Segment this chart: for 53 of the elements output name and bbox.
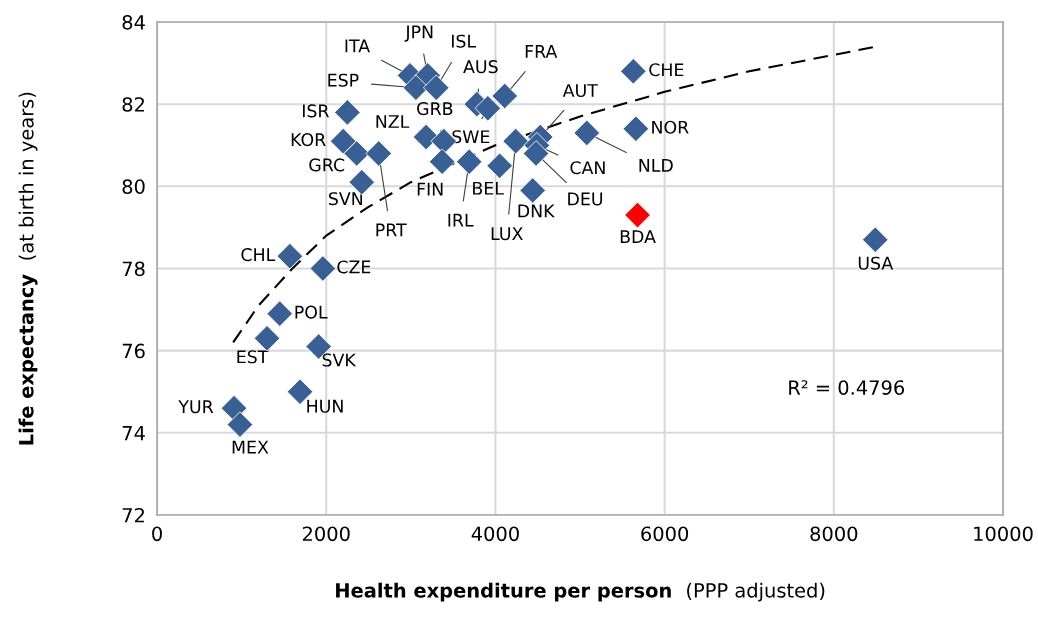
annotation: SVK (322, 353, 357, 367)
annotation: BEL (473, 181, 504, 195)
annotation: SWE (452, 130, 490, 144)
x-tick-label: 2000 (302, 526, 350, 542)
y-tick-label: 78 (122, 261, 145, 277)
annotation: JPN (404, 25, 433, 42)
point (862, 226, 889, 253)
annotation: POL (295, 305, 328, 319)
y-axis-title: Life expectancy (at birth in years) (18, 92, 38, 445)
annotation: PRT (376, 223, 407, 237)
annotation: KOR (291, 133, 326, 147)
annotation: EST (237, 350, 269, 364)
annotation: FIN (417, 182, 443, 196)
annotation: GRB (417, 102, 453, 116)
annotation: AUT (562, 84, 598, 98)
annotation: BDA (620, 230, 656, 243)
annotation: CZE (337, 260, 371, 274)
annotation: CAN (570, 161, 605, 175)
annotation: IRL (448, 213, 474, 227)
x-tick-label: 6000 (641, 526, 689, 542)
x-tick-label: 4000 (471, 526, 519, 542)
annotation: MEX (232, 440, 269, 454)
annotation: GRC (309, 158, 345, 172)
annotation: CHE (649, 63, 684, 77)
y-tick-label: 74 (122, 426, 145, 441)
annotation: SVN (328, 192, 363, 206)
annotation: R² = 0.4796 (789, 380, 905, 395)
annotation: ISL (452, 34, 477, 48)
annotation: AUS (463, 60, 498, 74)
annotation: DEU (568, 192, 603, 206)
y-tick-label: 72 (122, 507, 144, 523)
x-tick-label: 10000 (974, 526, 1033, 542)
y-tick-label: 80 (122, 179, 145, 194)
y-tick-label: 84 (122, 14, 145, 30)
annotation: LUX (491, 227, 523, 241)
annotation: ISR (302, 104, 329, 118)
annotation: DNK (518, 204, 555, 218)
annotation: YUR (178, 400, 214, 414)
x-tick-label: 8000 (810, 526, 858, 542)
annotation: ESP (328, 73, 359, 87)
annotation: NOR (652, 120, 689, 134)
annotation: FRA (525, 45, 558, 58)
annotation: CHL (241, 248, 276, 262)
annotation: NLD (639, 159, 673, 172)
annotation: ITA (345, 39, 370, 53)
y-tick-label: 82 (122, 97, 144, 112)
x-tick-label: 0 (152, 526, 162, 542)
point (428, 148, 456, 175)
y-tick-label: 76 (122, 343, 145, 359)
annotation: USA (858, 256, 894, 270)
x-axis-title: Health expenditure per person (PPP adjusted) (336, 582, 825, 602)
annotation: HUN (307, 399, 343, 413)
annotation: NZL (376, 115, 410, 128)
